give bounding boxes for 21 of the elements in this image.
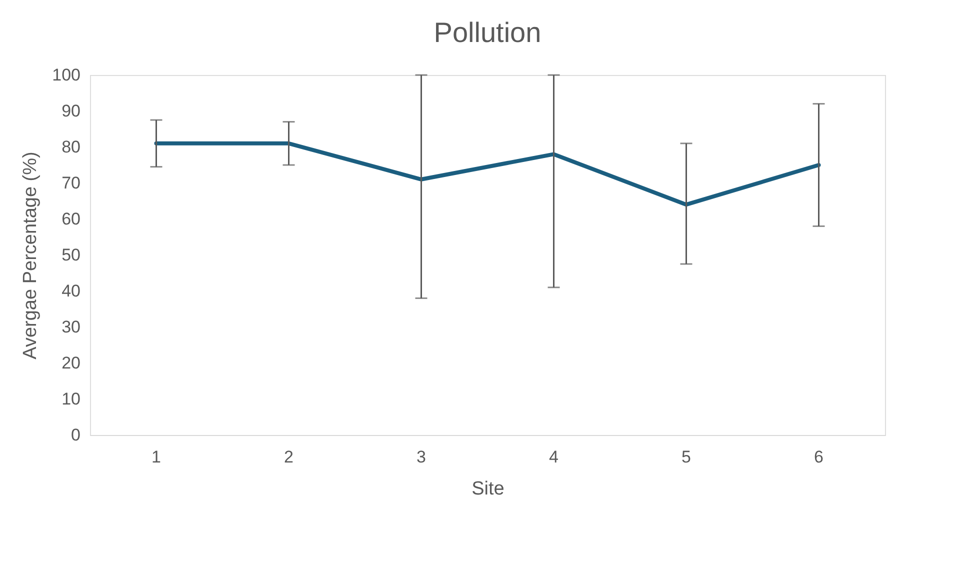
y-tick-label: 100 [52,66,80,84]
y-tick-label: 40 [62,282,80,300]
line-series [154,141,821,207]
chart-title: Pollution [434,17,542,48]
y-tick-label: 80 [62,138,80,156]
y-tick-label: 20 [62,354,80,372]
y-tick-label: 10 [62,390,80,408]
y-tick-label: 60 [62,210,80,228]
y-tick-label: 70 [62,174,80,192]
x-tick-label: 3 [416,448,426,466]
x-tick-label: 2 [284,448,294,466]
x-tick-label: 6 [814,448,824,466]
x-tick-label: 5 [682,448,691,466]
y-tick-label: 90 [62,102,80,120]
x-tick-label: 4 [549,448,558,466]
y-tick-label: 0 [71,426,80,444]
y-tick-label: 30 [62,318,80,336]
y-axis-title: Avergae Percentage (%) [20,152,42,360]
x-tick-label: 1 [152,448,161,466]
x-axis-title: Site [472,478,504,500]
y-tick-label: 50 [62,246,80,264]
